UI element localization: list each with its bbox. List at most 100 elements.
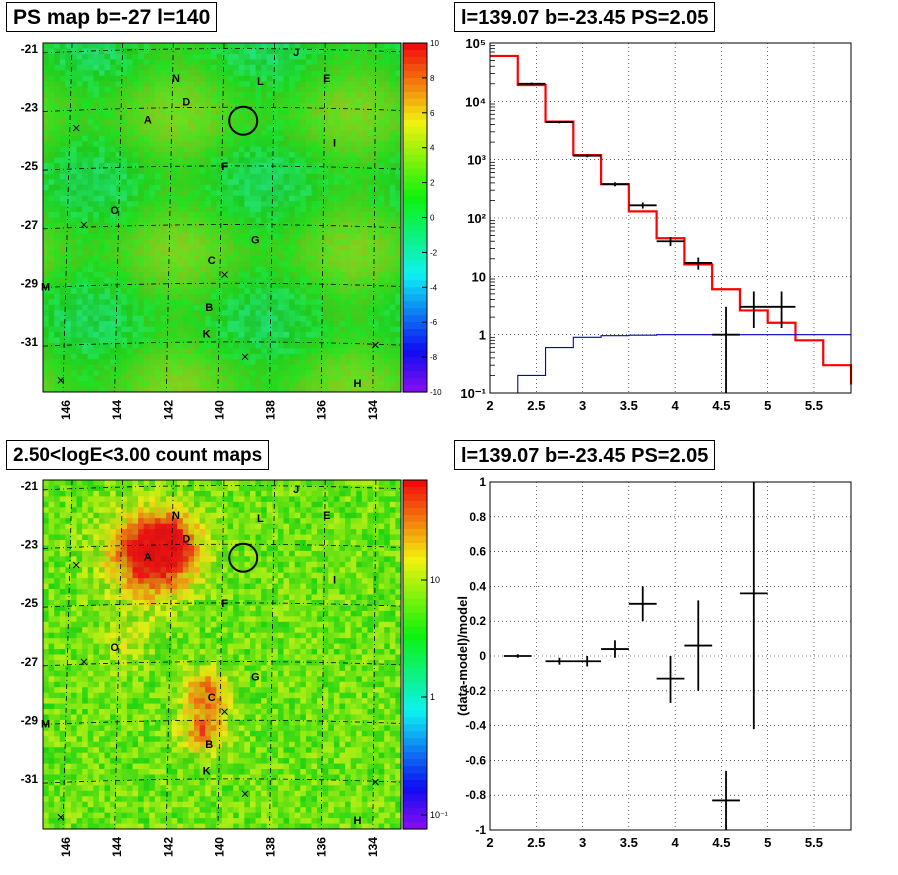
ps-grid-meridian: [372, 42, 377, 393]
cnt-y-tick-label: -23: [21, 538, 39, 552]
source-label-B: B: [205, 302, 213, 314]
spectrum-y-tick-label: 10⁵: [465, 36, 486, 51]
ps-grid-meridian: [62, 42, 73, 393]
residual-y-tick-label: -0.8: [465, 788, 486, 802]
residual-y-tick-label: 0.6: [469, 545, 486, 559]
ps-x-tick-label: 136: [315, 400, 329, 420]
spectrum-x-tick-label: 2: [486, 398, 493, 413]
colorbar-tick-label: 10: [430, 575, 440, 585]
cnt-colorbar-frame: [402, 479, 428, 830]
source-label-J: J: [293, 484, 299, 496]
cnt-x-tick-label: 134: [366, 837, 380, 857]
ps-map-frame: [42, 42, 402, 393]
source-label-N: N: [172, 510, 180, 522]
source-label-H: H: [354, 815, 362, 827]
source-label-I: I: [333, 138, 336, 150]
ps-colorbar: [403, 43, 427, 393]
count-map-panel: 2.50<logE<3.00 count maps -21 -23 -25 -27 -2…: [0, 437, 449, 875]
residual-x-tick-label: 5: [764, 835, 771, 850]
spectrum-y-tick-label: 10⁴: [465, 94, 486, 109]
colorbar-tick-label: 6: [430, 109, 435, 118]
source-label-B: B: [205, 739, 213, 751]
spectrum-title: l=139.07 b=-23.45 PS=2.05: [454, 2, 716, 32]
ps-y-tick-label: -21: [21, 42, 39, 56]
residual-frame: [489, 481, 852, 831]
source-cross: [80, 221, 88, 229]
residual-y-tick-label: -0.6: [465, 753, 486, 767]
ps-x-tick-label: 134: [366, 400, 380, 420]
source-label-D: D: [182, 534, 190, 546]
source-cross: [241, 790, 249, 798]
cnt-x-tick-label: 146: [59, 837, 73, 857]
cnt-y-tick-label: -31: [21, 772, 39, 786]
source-cross: [372, 341, 379, 349]
cnt-x-tick-label: 142: [161, 837, 175, 857]
source-label-D: D: [182, 97, 190, 109]
colorbar-tick-label: 8: [430, 74, 435, 83]
source-label-A: A: [144, 114, 152, 126]
cnt-grid-meridian: [62, 479, 73, 830]
source-label-E: E: [323, 73, 330, 85]
source-label-G: G: [251, 234, 260, 246]
source-label-N: N: [172, 73, 180, 85]
residual-y-tick-label: -1: [475, 823, 486, 837]
residual-x-tick-label: 3: [579, 835, 586, 850]
ps-x-tick-label: 140: [212, 400, 226, 420]
spectrum-x-tick-label: 4: [672, 398, 680, 413]
spectrum-panel: 2 2.5 3 3.5 4 4.5 5 5.5 10⁻¹ 1 10 10² 10³ 10⁴ 10⁵ l=13…: [449, 0, 898, 437]
ps-x-tick-label: 144: [110, 400, 124, 420]
source-label-L: L: [257, 76, 264, 88]
cnt-x-tick-label: 140: [212, 837, 226, 857]
colorbar-tick-label: 1: [430, 692, 435, 702]
residual-y-axis-label: (data-model)/model: [455, 596, 470, 716]
ps-map-title: PS map b=-27 l=140: [6, 2, 218, 32]
ps-grid-meridian: [320, 42, 326, 393]
residual-x-tick-label: 2.5: [527, 835, 545, 850]
source-label-I: I: [333, 575, 336, 587]
source-cross: [372, 778, 379, 786]
colorbar-tick-label: -2: [430, 248, 438, 257]
cnt-colorbar: [403, 480, 427, 830]
cnt-grid-meridian: [320, 479, 326, 830]
spectrum-frame: [489, 42, 852, 394]
model-background-line: [490, 334, 851, 394]
ps-x-tick-label: 138: [264, 400, 278, 420]
source-cross: [221, 271, 228, 279]
colorbar-tick-label: -6: [430, 318, 438, 327]
cnt-x-tick-label: 136: [315, 837, 329, 857]
source-label-C: C: [208, 255, 216, 267]
source-cross: [241, 353, 249, 361]
source-label-F: F: [221, 598, 228, 610]
spectrum-x-tick-label: 4.5: [712, 398, 730, 413]
ps-y-tick-label: -25: [21, 159, 39, 173]
source-cross: [80, 658, 88, 666]
source-label-C: C: [208, 692, 216, 704]
residual-x-tick-label: 2: [486, 835, 493, 850]
cnt-grid-meridian: [114, 479, 124, 830]
spectrum-x-tick-label: 3: [579, 398, 586, 413]
source-cross: [72, 561, 80, 569]
ps-grid-meridian: [165, 42, 174, 393]
residual-y-tick-label: -0.4: [465, 719, 486, 733]
cnt-y-tick-label: -27: [21, 655, 39, 669]
source-cross: [221, 708, 228, 716]
ps-y-tick-label: -29: [21, 276, 39, 290]
source-label-A: A: [144, 551, 152, 563]
residual-panel: 2 2.5 3 3.5 4 4.5 5 5.5 1 0.8 0.6 0.4 0.2 0 -0.2 -0.4 -0…: [449, 437, 898, 875]
source-label-O: O: [110, 205, 119, 217]
ps-grid-meridian: [114, 42, 124, 393]
residual-y-tick-label: 0: [479, 649, 486, 663]
spectrum-y-tick-label: 10: [472, 269, 486, 284]
spectrum-y-tick-label: 10³: [467, 153, 486, 168]
ps-x-tick-label: 146: [59, 400, 73, 420]
spectrum-x-tick-label: 5.5: [805, 398, 823, 413]
spectrum-x-tick-label: 3.5: [620, 398, 638, 413]
residual-x-tick-label: 4.5: [712, 835, 730, 850]
cnt-y-tick-label: -25: [21, 596, 39, 610]
source-cross: [57, 813, 65, 821]
colorbar-tick-label: 2: [430, 179, 435, 188]
residual-title: l=139.07 b=-23.45 PS=2.05: [454, 440, 716, 470]
spectrum-y-tick-label: 10²: [467, 211, 486, 226]
ps-map-svg: -21 -23 -25 -27 -29 -31 146 144 142 140 138 136 134 J…: [21, 39, 442, 420]
colorbar-tick-label: 10⁻¹: [430, 810, 448, 820]
